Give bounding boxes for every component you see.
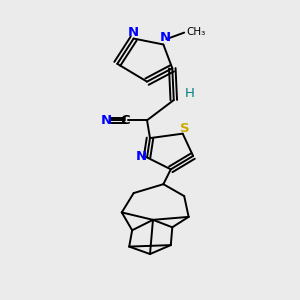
Text: C: C [121, 114, 130, 127]
Text: N: N [159, 32, 170, 44]
Text: S: S [180, 122, 190, 135]
Text: N: N [100, 114, 112, 127]
Text: N: N [136, 150, 147, 163]
Text: N: N [128, 26, 139, 38]
Text: CH₃: CH₃ [186, 27, 206, 37]
Text: H: H [184, 87, 194, 100]
